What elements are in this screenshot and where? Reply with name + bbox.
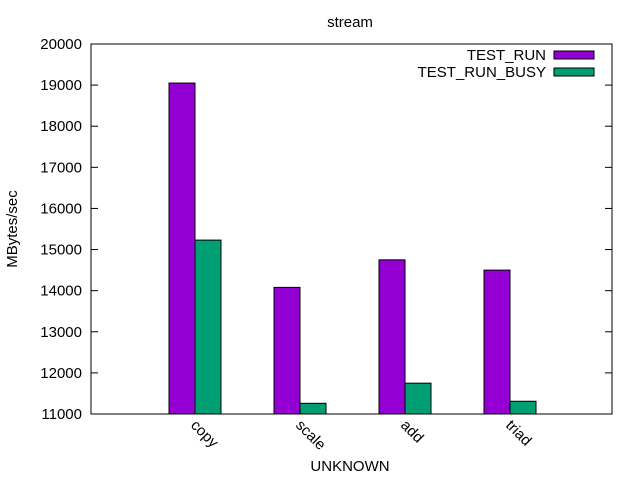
legend-label: TEST_RUN — [467, 47, 546, 64]
x-tick-label: triad — [502, 417, 535, 450]
bar-test-run-scale — [273, 286, 301, 415]
y-tick-label: 19000 — [40, 77, 82, 94]
legend-swatch — [553, 50, 595, 60]
bars-group — [168, 82, 537, 415]
legend-swatch — [553, 67, 595, 77]
chart-title: stream — [327, 14, 373, 31]
axis-ticks: 11000 12000 13000 14000 15000 16000 17000 18000… — [40, 36, 612, 454]
y-tick-label: 12000 — [40, 365, 82, 382]
y-tick-label: 16000 — [40, 200, 82, 217]
x-tick-label: copy — [187, 417, 222, 452]
x-tick-label: scale — [292, 417, 329, 454]
bar-test-run-busy-scale — [299, 402, 327, 415]
bar-test-run-busy-triad — [509, 400, 537, 415]
y-tick-label: 17000 — [40, 159, 82, 176]
legend-label: TEST_RUN_BUSY — [418, 64, 546, 81]
bar-test-run-copy — [168, 82, 196, 415]
bar-test-run-triad — [483, 269, 511, 415]
y-tick-label: 14000 — [40, 283, 82, 300]
y-tick-label: 18000 — [40, 118, 82, 135]
x-tick-label: add — [397, 417, 427, 447]
x-axis-label: UNKNOWN — [310, 458, 389, 475]
bar-test-run-busy-copy — [194, 239, 222, 415]
y-tick-label: 11000 — [41, 406, 82, 423]
y-tick-label: 20000 — [40, 36, 82, 53]
bar-test-run-add — [378, 259, 406, 415]
plot-frame — [90, 43, 613, 415]
bar-test-run-busy-add — [404, 382, 432, 415]
y-tick-label: 15000 — [40, 242, 82, 259]
y-tick-label: 13000 — [40, 324, 82, 341]
y-axis-label: MBytes/sec — [4, 190, 21, 268]
